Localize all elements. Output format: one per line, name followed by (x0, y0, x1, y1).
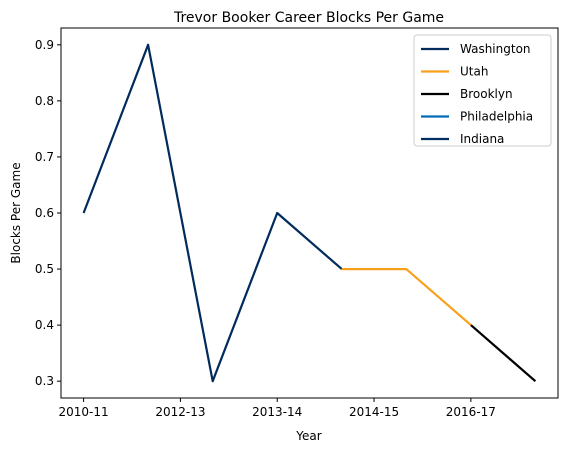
y-tick-label: 0.7 (35, 150, 54, 164)
y-tick-label: 0.3 (35, 374, 54, 388)
legend: Washington Utah Brooklyn Philadelphia Indian… (414, 35, 551, 146)
x-tick-label: 2010-11 (59, 405, 109, 419)
x-tick-label: 2016-17 (446, 405, 496, 419)
y-axis-label: Blocks Per Game (9, 162, 23, 263)
legend-label-washington: Washington (460, 42, 531, 56)
x-tick-label: 2014-15 (349, 405, 399, 419)
series-line-washington (84, 45, 342, 381)
x-axis-label: Year (295, 429, 321, 443)
y-axis: 0.3 0.4 0.5 0.6 0.7 0.8 0.9 (35, 38, 61, 388)
y-tick-label: 0.5 (35, 262, 54, 276)
y-tick-label: 0.8 (35, 94, 54, 108)
y-tick-label: 0.9 (35, 38, 54, 52)
legend-label-utah: Utah (460, 65, 488, 79)
x-tick-label: 2013-14 (252, 405, 302, 419)
x-axis: 2010-11 2012-13 2013-14 2014-15 2016-17 (59, 398, 496, 419)
series-line-utah (342, 269, 471, 325)
y-tick-label: 0.6 (35, 206, 54, 220)
x-tick-label: 2012-13 (155, 405, 205, 419)
legend-label-indiana: Indiana (460, 132, 504, 146)
legend-label-philadelphia: Philadelphia (460, 110, 533, 124)
y-tick-label: 0.4 (35, 318, 54, 332)
chart-title: Trevor Booker Career Blocks Per Game (173, 10, 444, 26)
legend-label-brooklyn: Brooklyn (460, 87, 513, 101)
series-line-brooklyn (471, 325, 536, 381)
